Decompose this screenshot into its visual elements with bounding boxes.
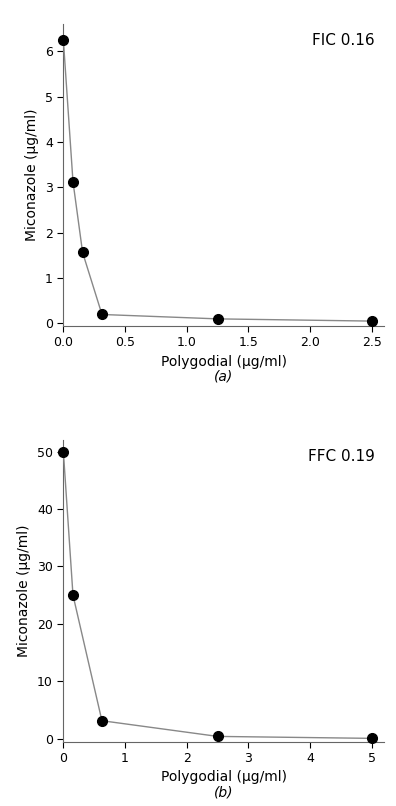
Text: (a): (a) (214, 370, 233, 384)
Y-axis label: Miconazole (μg/ml): Miconazole (μg/ml) (17, 525, 31, 657)
Y-axis label: Miconazole (μg/ml): Miconazole (μg/ml) (25, 109, 39, 241)
X-axis label: Polygodial (μg/ml): Polygodial (μg/ml) (161, 771, 287, 784)
Text: FIC 0.16: FIC 0.16 (312, 33, 375, 48)
X-axis label: Polygodial (μg/ml): Polygodial (μg/ml) (161, 355, 287, 368)
Text: FFC 0.19: FFC 0.19 (308, 449, 375, 464)
Text: (b): (b) (214, 786, 234, 800)
